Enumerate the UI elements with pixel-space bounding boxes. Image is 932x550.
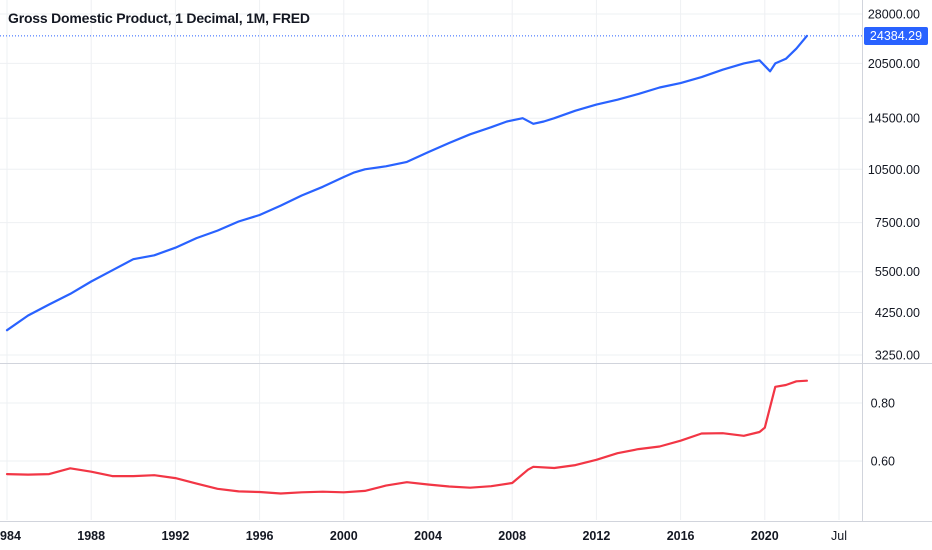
y-tick-label-top: 20500.00 — [868, 57, 920, 71]
y-tick-label-top: 5500.00 — [875, 265, 920, 279]
chart-title: Gross Domestic Product, 1 Decimal, 1M, F… — [8, 10, 310, 26]
y-tick-label-top: 14500.00 — [868, 112, 920, 126]
x-tick-label: 1996 — [246, 529, 274, 543]
ratio-series-line — [5, 379, 809, 495]
x-tick-label: 1984 — [0, 529, 21, 543]
y-tick-label-top: 10500.00 — [868, 163, 920, 177]
gdp-series-line — [5, 34, 809, 332]
grid-layer — [0, 0, 862, 520]
x-tick-label: 2008 — [498, 529, 526, 543]
x-tick-label: 1992 — [161, 529, 189, 543]
y-tick-label-bottom: 0.80 — [871, 397, 895, 411]
y-tick-label-top: 4250.00 — [875, 306, 920, 320]
x-tick-label: 1988 — [77, 529, 105, 543]
x-tick-label: 2004 — [414, 529, 442, 543]
x-tick-label: 2012 — [582, 529, 610, 543]
x-tick-label: 2000 — [330, 529, 358, 543]
x-tick-label: Jul — [831, 529, 847, 543]
x-tick-label: 2016 — [667, 529, 695, 543]
last-value-badge: 24384.29 — [864, 27, 928, 45]
y-tick-label-top: 7500.00 — [875, 216, 920, 230]
y-tick-label-bottom: 0.60 — [871, 455, 895, 469]
axis-layer — [0, 0, 932, 522]
series-layer — [5, 34, 809, 495]
tick-layer: 28000.00 20500.00 14500.00 10500.00 7500.00 5… — [0, 8, 920, 544]
y-tick-label-top: 3250.00 — [875, 349, 920, 363]
y-tick-label-top: 28000.00 — [868, 8, 920, 22]
x-tick-label: 2020 — [751, 529, 779, 543]
